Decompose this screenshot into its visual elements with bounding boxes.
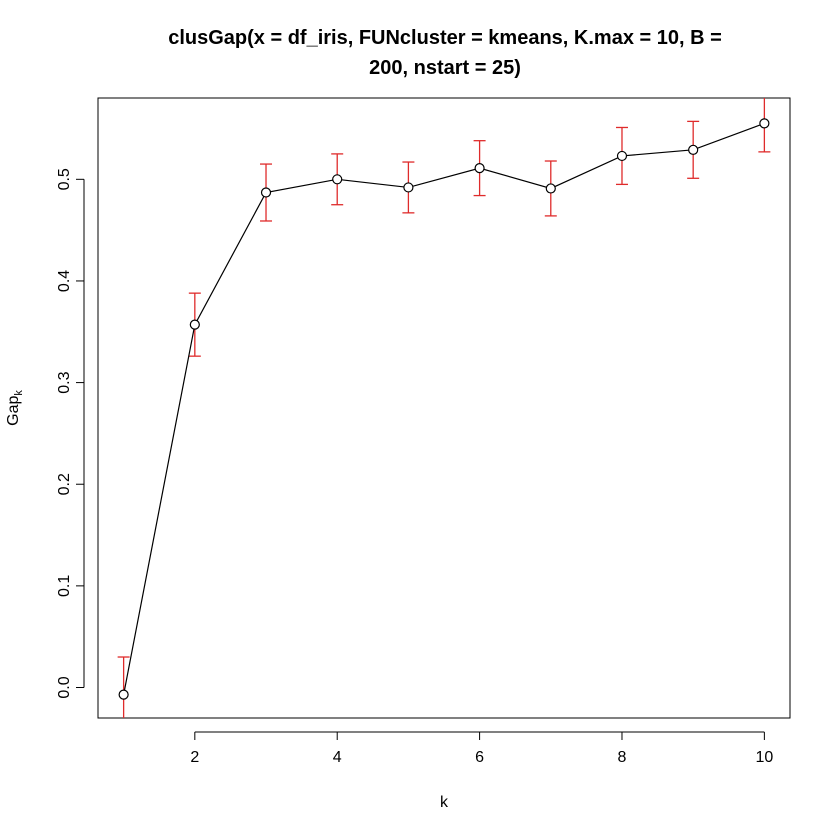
x-tick-label: 8 [618,749,627,766]
y-tick-label: 0.5 [56,168,73,190]
plot-frame [97,97,791,719]
x-axis: 2 4 6 8 10 [190,731,773,766]
error-bars [117,98,771,718]
data-point [545,183,556,194]
y-axis: 0.0 0.1 0.2 0.3 0.4 0.5 [56,168,85,699]
x-axis-label: k [440,794,449,811]
data-point [688,144,699,155]
data-point [332,174,343,185]
data-point [118,689,129,700]
y-tick-label: 0.4 [56,270,73,292]
gap-series-line [123,122,765,695]
x-tick-label: 4 [333,749,342,766]
chart-title-line-2: 200, nstart = 25) [369,57,521,79]
data-point [474,163,485,174]
data-point [616,150,628,162]
data-point [759,118,770,129]
chart-title-line-1: clusGap(x = df_iris, FUNcluster = kmeans… [168,27,722,49]
y-tick-label: 0.0 [56,676,73,698]
y-axis-label-subscript: k [13,390,25,396]
y-axis-label-main: Gap [5,396,22,426]
error-bar [117,656,130,718]
x-tick-label: 2 [190,749,199,766]
x-tick-label: 6 [475,749,484,766]
y-tick-label: 0.1 [56,575,73,597]
data-point [189,319,200,330]
y-tick-label: 0.3 [56,371,73,393]
data-point [260,187,272,198]
y-tick-label: 0.2 [56,473,73,495]
x-tick-label: 10 [755,749,773,766]
y-axis-label: Gapk [5,390,25,426]
data-point [403,182,414,193]
y-axis-label-group: Gapk [5,390,25,426]
gap-series-points [118,118,770,700]
